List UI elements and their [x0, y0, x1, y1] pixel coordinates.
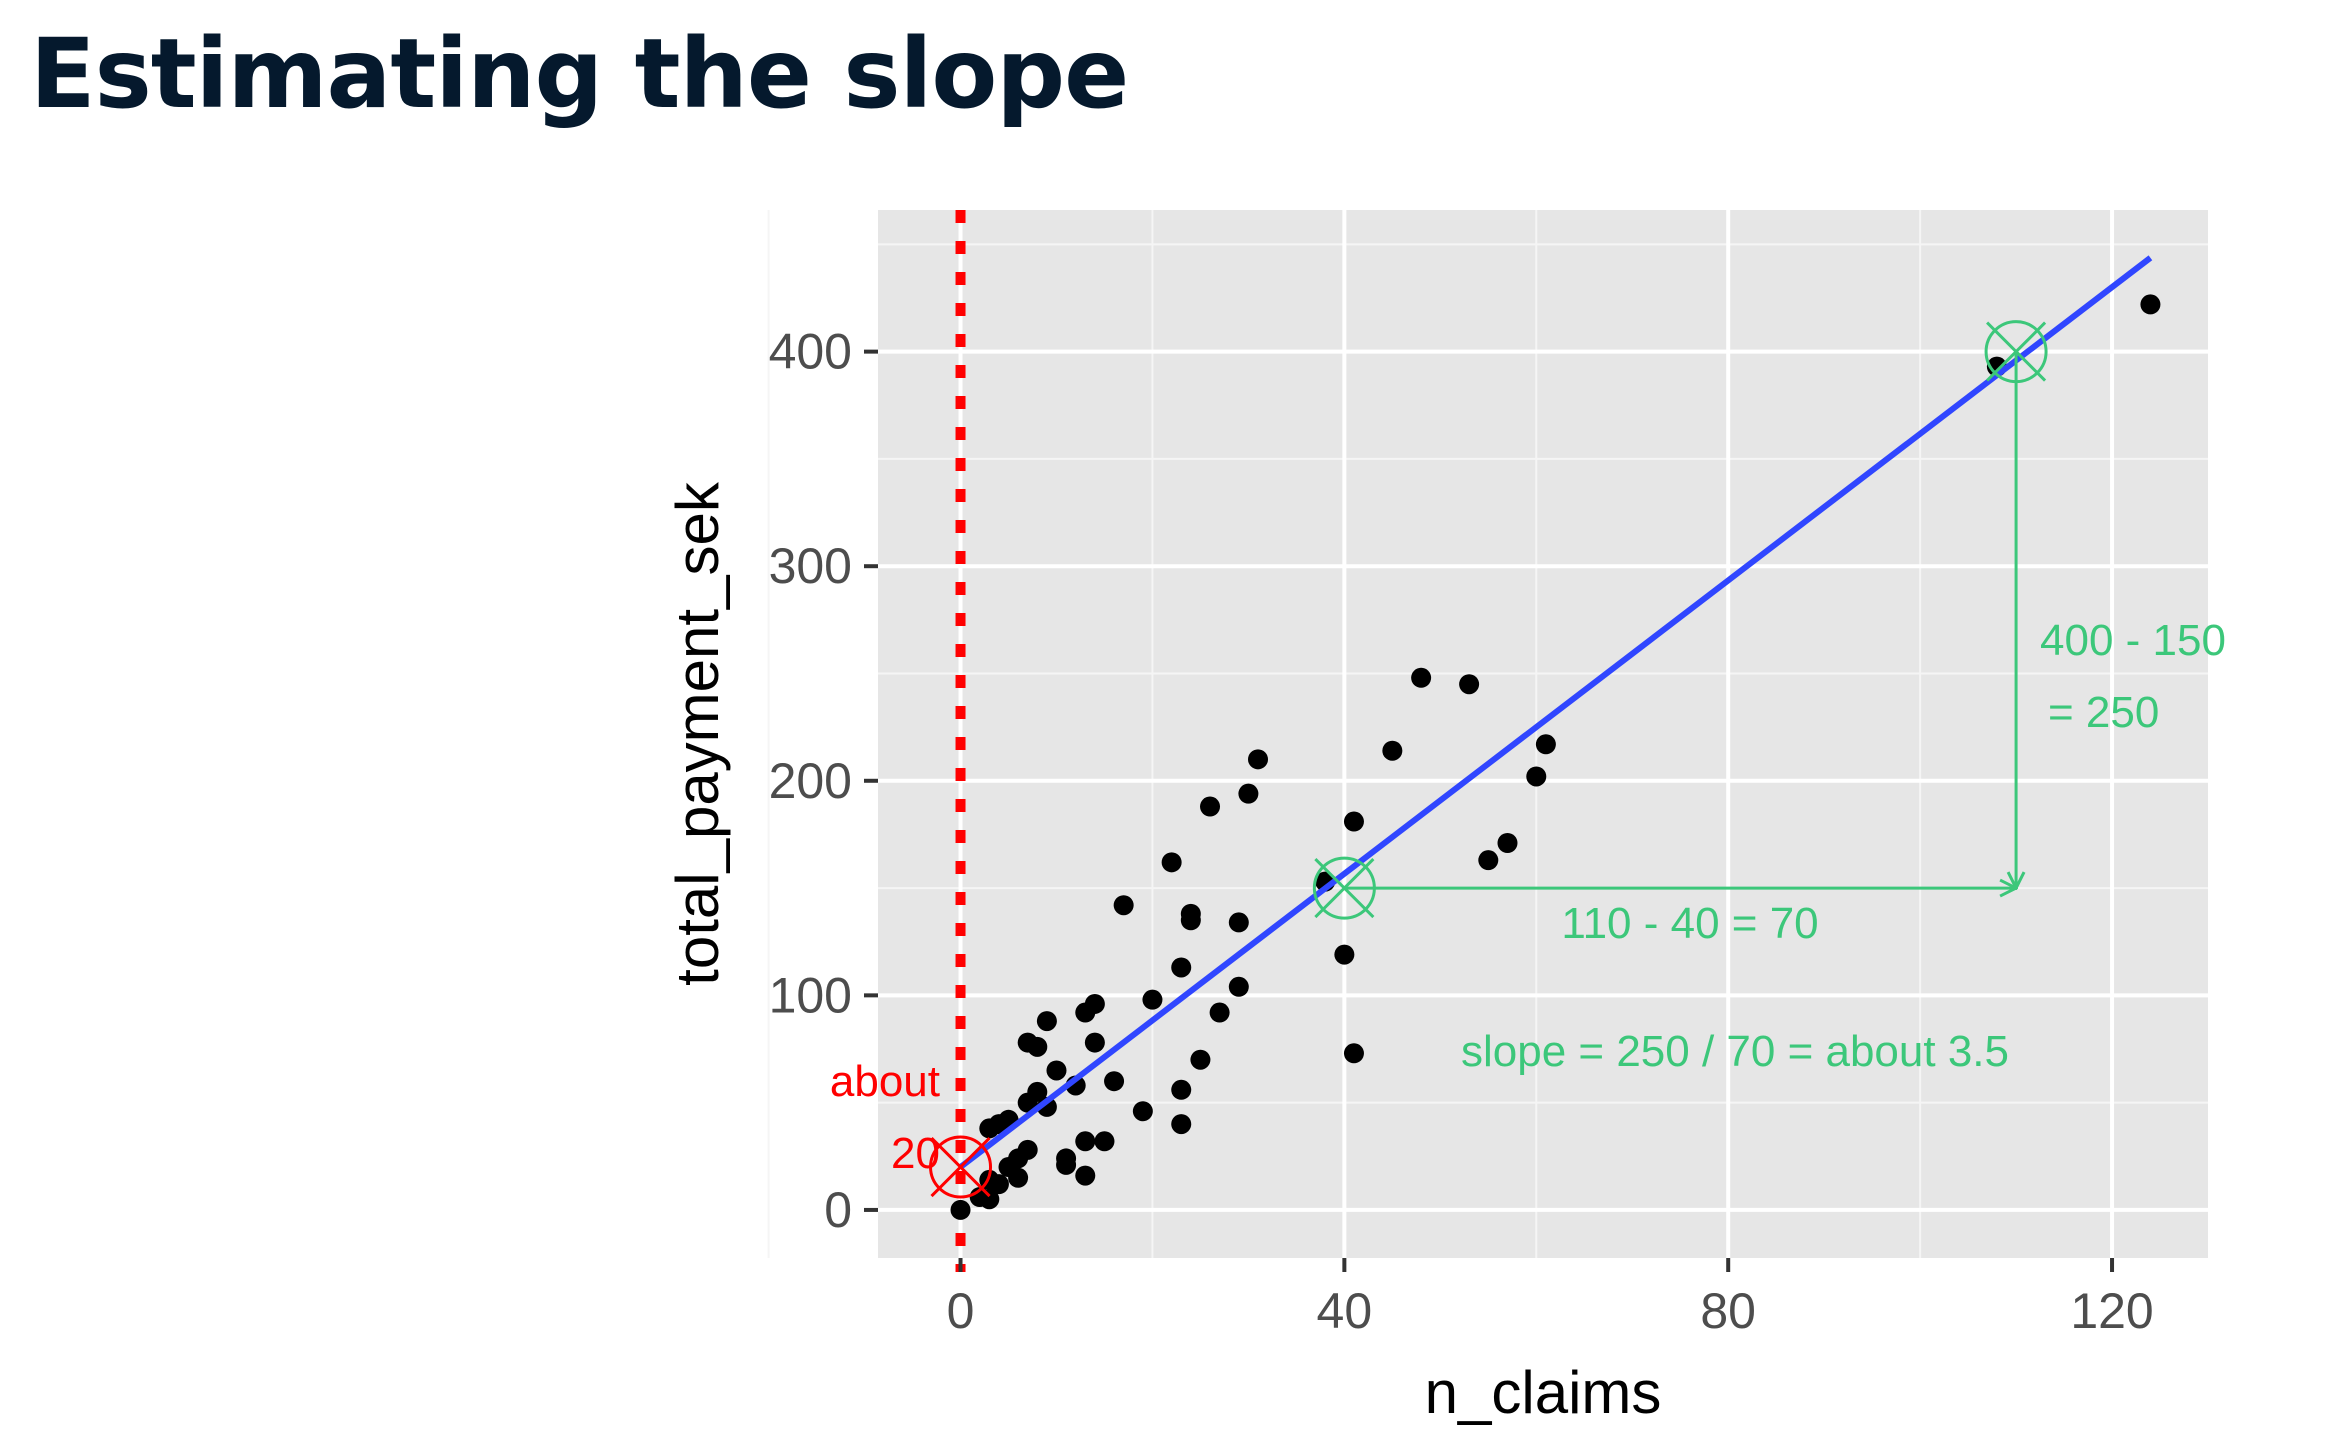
data-point	[1382, 740, 1403, 761]
data-point	[1248, 749, 1268, 770]
estimate-marker	[1984, 320, 2048, 384]
y-axis-label: total_payment_sek	[664, 481, 731, 986]
data-point	[1075, 1165, 1096, 1186]
data-point	[1171, 1114, 1192, 1135]
x-tick-label: 40	[1317, 1283, 1373, 1339]
data-point	[950, 1199, 971, 1220]
data-point	[1228, 912, 1249, 933]
data-point	[1209, 1002, 1230, 1023]
y-tick-label: 200	[769, 753, 852, 809]
data-point	[1497, 833, 1518, 854]
annotation-intercept-value: 20	[891, 1129, 940, 1178]
slide-title: Estimating the slope	[30, 18, 1129, 130]
annotation-slope: slope = 250 / 70 = about 3.5	[1461, 1027, 2009, 1076]
y-tick-label: 0	[824, 1182, 852, 1238]
slope-arrows	[1344, 351, 2016, 888]
data-point	[1113, 895, 1134, 916]
y-tick-label: 400	[769, 324, 852, 380]
data-point	[1142, 989, 1163, 1010]
marker-cross	[930, 1136, 991, 1198]
data-point	[1161, 852, 1182, 873]
data-point	[1200, 796, 1221, 817]
annotation-intercept-about: about	[830, 1057, 940, 1106]
data-point	[1343, 1043, 1364, 1064]
data-point	[1171, 957, 1192, 978]
data-point	[1132, 1101, 1153, 1122]
data-point	[1459, 674, 1480, 695]
data-point	[1094, 1131, 1115, 1152]
annotation-rise-line1: 400 - 150	[2040, 616, 2226, 665]
data-point	[1228, 976, 1249, 997]
marker-circle	[929, 1135, 993, 1199]
axis-ticks: 0 40 80 120 0 100 200 300 400	[769, 324, 2154, 1339]
y-tick-label: 300	[769, 538, 852, 594]
marker-cross	[1986, 321, 2047, 382]
data-point	[1008, 1167, 1029, 1188]
data-point	[1084, 1032, 1105, 1053]
data-points	[950, 294, 2161, 1220]
estimate-marker	[1312, 856, 1376, 920]
data-point	[1343, 811, 1364, 832]
data-point	[1526, 766, 1547, 787]
annotation-run: 110 - 40 = 70	[1561, 899, 1818, 948]
data-point	[1190, 1049, 1211, 1070]
data-point	[1017, 1139, 1038, 1160]
annotation-rise-line2: = 250	[2048, 688, 2159, 737]
estimate-markers	[929, 320, 2048, 1199]
estimate-marker	[929, 1135, 993, 1199]
marker-circle	[1984, 320, 2048, 384]
x-axis-label: n_claims	[1425, 1359, 1662, 1426]
regression-line	[958, 255, 2153, 1170]
data-point	[1238, 783, 1259, 804]
data-point	[1056, 1154, 1077, 1175]
data-point	[1180, 903, 1201, 924]
data-point	[2140, 294, 2161, 315]
data-point	[1046, 1060, 1067, 1081]
data-point	[1036, 1011, 1057, 1032]
data-point	[1535, 734, 1556, 755]
data-point	[988, 1174, 1009, 1195]
minor-gridlines	[767, 210, 2208, 1258]
data-point	[1027, 1036, 1048, 1057]
data-point	[1411, 667, 1432, 688]
regression-line-path	[958, 255, 2153, 1170]
data-point	[1171, 1079, 1192, 1100]
data-point	[979, 1118, 1000, 1139]
y-tick-label: 100	[769, 967, 852, 1023]
data-point	[1027, 1081, 1048, 1102]
marker-cross	[1314, 858, 1375, 919]
x-tick-label: 120	[2070, 1283, 2153, 1339]
data-point	[1104, 1071, 1125, 1092]
data-point	[979, 1189, 1000, 1210]
marker-circle	[1312, 856, 1376, 920]
x-tick-label: 80	[1700, 1283, 1756, 1339]
data-point	[1478, 850, 1499, 871]
x-tick-label: 0	[947, 1283, 975, 1339]
data-point	[1084, 993, 1105, 1014]
data-point	[1075, 1131, 1096, 1152]
data-point	[1334, 944, 1355, 965]
